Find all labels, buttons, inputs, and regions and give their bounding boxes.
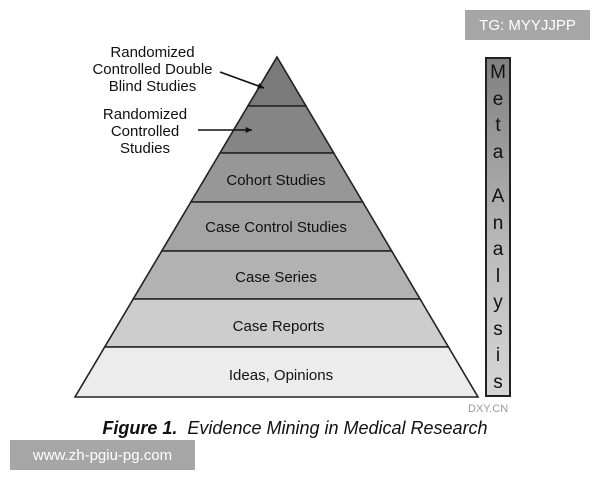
callout-rcs-label: Randomized Controlled Studies: [90, 106, 200, 157]
figure-number: Figure 1.: [102, 418, 178, 438]
meta-analysis-letter: a: [492, 239, 504, 261]
meta-analysis-letter: n: [492, 212, 504, 234]
meta-analysis-letter: y: [493, 292, 503, 314]
source-watermark: DXY.CN: [468, 403, 509, 415]
callout-line: Controlled Double: [92, 61, 213, 78]
callout-line: Studies: [119, 140, 171, 157]
callout-line: Randomized: [110, 44, 195, 61]
callout-rcdb-label: Randomized Controlled Double Blind Studi…: [70, 44, 235, 95]
meta-analysis-letter: e: [492, 88, 504, 110]
watermark-top-right: TG: MYYJJPP: [465, 10, 590, 40]
meta-analysis-letter: A: [491, 186, 505, 208]
callout-line: Randomized: [102, 106, 188, 123]
level-label-case-reports: Case Reports: [232, 318, 325, 335]
arrowhead-icon: [245, 126, 252, 134]
meta-analysis-letter: M: [490, 62, 506, 83]
figure-caption: Figure 1. Evidence Mining in Medical Rese…: [0, 418, 590, 439]
pyramid-level: [246, 55, 308, 107]
callout-line: Blind Studies: [108, 78, 197, 95]
level-label-cohort: Cohort Studies: [226, 172, 326, 189]
level-label-case-control: Case Control Studies: [205, 219, 347, 236]
callout-line: Controlled: [110, 123, 180, 140]
meta-analysis-letter: a: [492, 141, 504, 163]
pyramid-level: [73, 346, 480, 398]
level-label-ideas: Ideas, Opinions: [228, 367, 334, 384]
meta-analysis-letter: t: [495, 115, 501, 137]
callout-arrow: [219, 71, 265, 89]
meta-analysis-letter: s: [493, 318, 503, 340]
meta-analysis-letter: l: [495, 265, 501, 287]
watermark-bottom-left: www.zh-pgiu-pg.com: [10, 440, 195, 470]
figure-title: Evidence Mining in Medical Research: [187, 418, 488, 438]
level-label-case-series: Case Series: [235, 269, 317, 286]
meta-analysis-letter: i: [495, 345, 501, 367]
meta-analysis-letter: s: [493, 371, 503, 393]
arrowhead-icon: [257, 82, 264, 89]
